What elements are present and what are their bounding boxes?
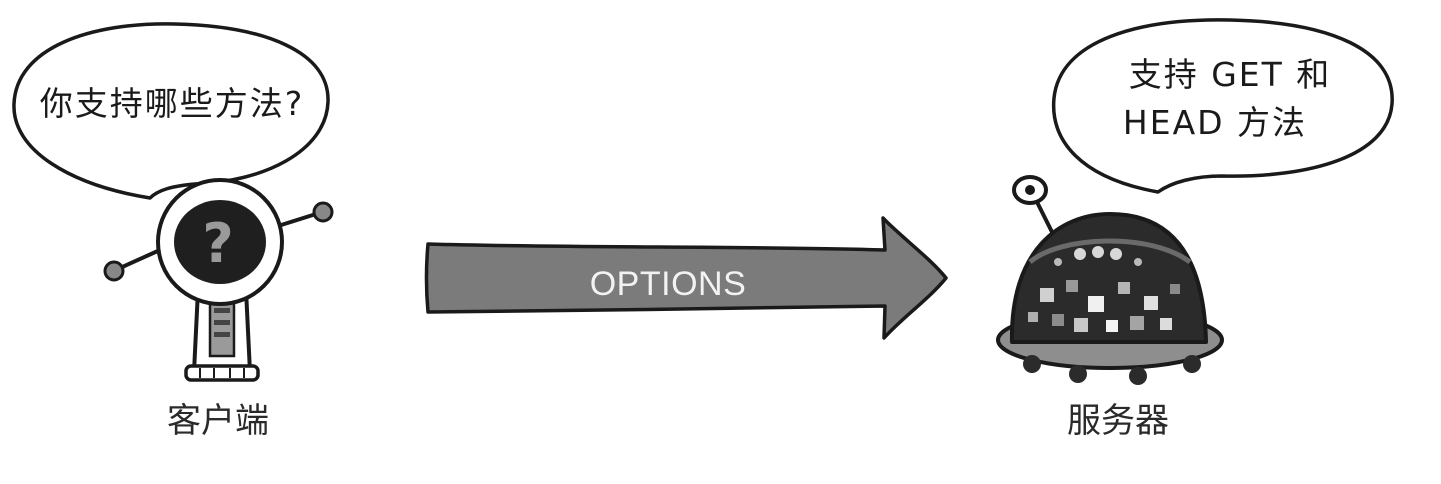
request-method-label: OPTIONS: [590, 265, 747, 303]
server-bubble-text-line2: HEAD 方法: [1123, 103, 1307, 142]
client-panel-slot: [214, 308, 230, 313]
client-right-arm: [277, 212, 317, 228]
server-panel-light: [1130, 316, 1144, 330]
server-dome-band: [1028, 238, 1192, 265]
options-request-arrow: OPTIONS: [424, 216, 948, 340]
server-panel-light: [1160, 318, 1172, 330]
server-foot: [1183, 355, 1201, 373]
client-left-arm: [119, 248, 161, 270]
server-eye: [1110, 248, 1122, 260]
server-caption: 服务器: [1067, 401, 1169, 441]
client-caption: 客户端: [167, 401, 269, 441]
server-panel-light: [1118, 282, 1130, 294]
server-panel-light: [1074, 318, 1088, 332]
client-panel-slot: [214, 320, 230, 325]
client-base: [184, 364, 260, 382]
client-bubble-text: 你支持哪些方法?: [40, 84, 305, 123]
server-foot: [1069, 365, 1087, 383]
server-panel-light: [1052, 314, 1064, 326]
client-speech-bubble: 你支持哪些方法?: [12, 22, 330, 200]
server-light: [1134, 258, 1142, 266]
server-panel-light: [1028, 312, 1038, 322]
arrow-shape: [424, 216, 948, 340]
server-bubble-text-line1: 支持 GET 和: [1129, 55, 1332, 94]
client-left-hand: [103, 260, 125, 282]
server-bubble-outline: [1051, 18, 1394, 194]
server-panel-light: [1040, 288, 1054, 302]
server-light: [1054, 258, 1062, 266]
server-panel-light: [1170, 284, 1180, 294]
server-eye: [1074, 248, 1086, 260]
server-panel-light: [1066, 280, 1078, 292]
server-panel-light: [1106, 320, 1118, 332]
server-panel-light: [1088, 296, 1104, 312]
client-robot-icon: ?: [103, 178, 334, 382]
server-speech-bubble: 支持 GET 和 HEAD 方法: [1051, 18, 1394, 194]
server-panel-light: [1144, 296, 1158, 310]
server-eye: [1092, 246, 1104, 258]
server-foot: [1129, 367, 1147, 385]
client-panel-slot: [214, 332, 230, 337]
client-face-screen: [174, 200, 266, 284]
server-foot: [1023, 355, 1041, 373]
client-right-hand: [312, 201, 334, 223]
server-antenna-center: [1025, 185, 1035, 195]
server-robot-icon: [996, 175, 1224, 385]
question-mark-icon: ?: [202, 212, 233, 275]
